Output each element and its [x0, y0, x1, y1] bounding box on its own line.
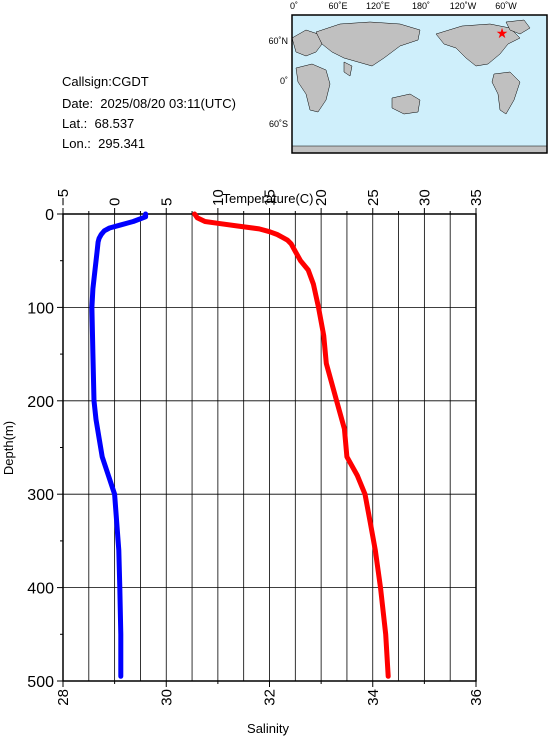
- map-lat-label: 60˚S: [269, 119, 288, 129]
- temperature-tick-label: −5: [55, 189, 72, 206]
- temperature-tick-label: 20: [313, 189, 330, 206]
- map-top-labels: 0˚ 60˚E 120˚E 180˚ 120˚W 60˚W: [290, 1, 517, 11]
- salinity-tick-label: 36: [468, 689, 485, 706]
- map-lon-label: 0˚: [290, 1, 298, 11]
- temperature-tick-label: 25: [365, 189, 382, 206]
- chart-grid: [62, 213, 477, 682]
- map-lon-label: 120˚E: [366, 1, 390, 11]
- map-lat-label: 0˚: [280, 76, 288, 86]
- temperature-tick-label: 15: [262, 189, 279, 206]
- map-frame: [291, 14, 548, 154]
- depth-tick-label: 0: [45, 207, 54, 224]
- salinity-profile-line: [192, 211, 391, 679]
- depth-tick-label: 100: [27, 300, 54, 317]
- map-land-antarctica: [291, 145, 548, 154]
- temperature-tick-label: 5: [158, 198, 175, 206]
- map-side-labels: 60˚N 0˚ 60˚S: [268, 36, 288, 129]
- temperature-tick-label: 0: [107, 198, 124, 206]
- profile-chart: −5 0 5 10 15 20 25 30 35 28 30 32 34 36 010020030040…: [1, 189, 485, 736]
- series-layer: [89, 211, 391, 679]
- star-icon: ★: [496, 25, 509, 41]
- temperature-axis: −5 0 5 10 15 20 25 30 35: [55, 189, 485, 214]
- temperature-profile-line: [89, 211, 149, 679]
- map-land-north-america: [435, 23, 521, 67]
- longitude-text: Lon.: 295.341: [62, 136, 146, 151]
- salinity-tick-label: 30: [158, 689, 175, 706]
- salinity-axis: 28 30 32 34 36: [55, 681, 485, 706]
- salinity-tick-label: 32: [262, 689, 279, 706]
- map-lon-label: 60˚W: [495, 1, 517, 11]
- map-lon-label: 180˚: [412, 1, 430, 11]
- depth-axis: 0 100 200 300 400 500: [27, 207, 63, 691]
- depth-tick-label: 300: [27, 487, 54, 504]
- date-text: Date: 2025/08/20 03:11(UTC): [62, 96, 236, 111]
- callsign-text: Callsign:CGDT: [62, 74, 149, 89]
- map-lon-label: 60˚E: [328, 1, 347, 11]
- map-land-greenland: [505, 19, 531, 35]
- temperature-axis-title: Temperature(C): [222, 191, 313, 206]
- temperature-tick-label: 35: [468, 189, 485, 206]
- map-land-asia: [315, 21, 421, 67]
- temperature-tick-label: 10: [210, 189, 227, 206]
- depth-tick-label: 500: [27, 674, 54, 691]
- map-land-south-america: [491, 71, 521, 115]
- temperature-tick-label: 30: [416, 189, 433, 206]
- map-land-australia: [391, 93, 421, 115]
- map-land-africa: [295, 63, 331, 113]
- depth-axis-title: Depth(m): [1, 421, 16, 475]
- salinity-tick-label: 28: [55, 689, 72, 706]
- salinity-tick-label: 34: [365, 689, 382, 706]
- depth-tick-label: 400: [27, 581, 54, 598]
- salinity-axis-title: Salinity: [247, 721, 289, 736]
- map-land-europe: [291, 29, 323, 57]
- map-lat-label: 60˚N: [268, 36, 288, 46]
- latitude-text: Lat.: 68.537: [62, 116, 135, 131]
- depth-tick-label: 200: [27, 394, 54, 411]
- map-lon-label: 120˚W: [450, 1, 477, 11]
- map-land-india: [343, 61, 353, 77]
- location-map: 0˚ 60˚E 120˚E 180˚ 120˚W 60˚W 60˚N 0˚ 60˚S ★: [268, 1, 548, 154]
